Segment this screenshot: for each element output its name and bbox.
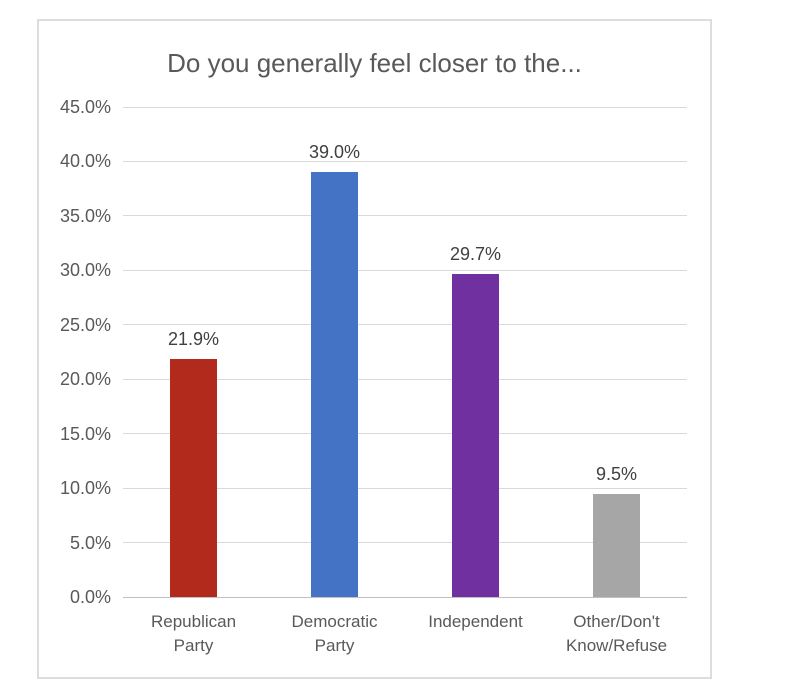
x-axis-line	[123, 596, 687, 598]
y-axis-tick-label: 15.0%	[59, 423, 111, 444]
plot-area: 0.0% 5.0% 10.0% 15.0% 20.0% 25.0% 30.0% 35.0% 40…	[60, 97, 687, 655]
y-axis-tick-label: 35.0%	[59, 205, 111, 226]
chart-panel: Do you generally feel closer to the... 0…	[37, 19, 712, 679]
y-axis-tick-label: 5.0%	[69, 532, 111, 553]
bar-democratic-party	[311, 172, 358, 597]
category-label-republican-party: Republican Party	[150, 612, 237, 655]
gridline	[123, 433, 687, 435]
data-label-republican-party: 21.9%	[167, 328, 220, 349]
gridline	[123, 324, 687, 326]
data-label-independent: 29.7%	[449, 243, 502, 264]
y-axis-tick-label: 25.0%	[59, 314, 111, 335]
y-axis-tick-label: 40.0%	[59, 151, 111, 172]
chart-title: Do you generally feel closer to the...	[167, 48, 582, 78]
gridline	[123, 160, 687, 162]
gridline	[123, 215, 687, 217]
y-axis-tick-label: 45.0%	[59, 97, 111, 117]
bar-other-don-t-know-refuse	[593, 493, 640, 597]
gridline	[123, 269, 687, 271]
data-label-democratic-party: 39.0%	[308, 142, 361, 163]
y-axis-tick-label: 0.0%	[69, 587, 111, 607]
bar-republican-party	[170, 358, 217, 597]
gridline	[123, 106, 687, 108]
category-label-democratic-party: Democratic Party	[291, 612, 378, 655]
y-axis-tick-label: 10.0%	[59, 478, 111, 499]
category-label-independent: Independent	[428, 612, 523, 631]
gridline	[123, 378, 687, 380]
category-label-other-don-t-know-refuse: Other/Don't Know/Refuse	[565, 612, 668, 655]
y-axis-tick-label: 20.0%	[59, 369, 111, 390]
y-axis-tick-label: 30.0%	[59, 260, 111, 281]
gridline	[123, 487, 687, 489]
bar-independent	[452, 273, 499, 597]
gridline	[123, 542, 687, 544]
data-label-other-don-t-know-refuse: 9.5%	[595, 463, 638, 484]
